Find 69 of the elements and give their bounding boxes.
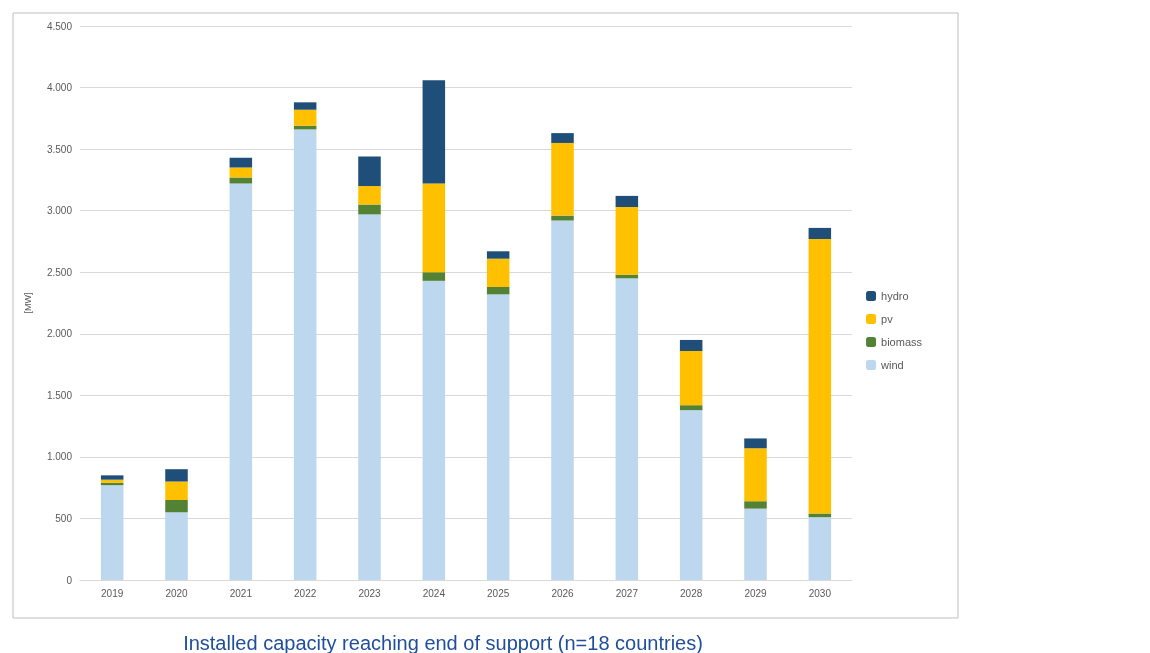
bar: [808, 238, 832, 514]
x-tick-label: 2030: [808, 587, 832, 599]
y-tick-label: 3.000: [46, 205, 73, 217]
x-tick-label: 2023: [358, 587, 382, 599]
y-tick-label: 4.500: [46, 20, 73, 32]
bar: [165, 481, 188, 500]
y-tick-label: 500: [55, 512, 73, 524]
bar: [165, 499, 188, 513]
bar: [615, 278, 639, 580]
x-tick-label: 2024: [422, 587, 446, 599]
x-tick-label: 2019: [101, 587, 124, 599]
bar: [100, 475, 124, 480]
bar: [486, 294, 510, 580]
x-tick-label: 2021: [229, 587, 253, 599]
bar: [165, 469, 188, 482]
bar: [358, 204, 381, 215]
bar: [615, 206, 639, 275]
x-tick-label: 2022: [294, 587, 317, 599]
bar: [551, 220, 574, 580]
bar: [358, 214, 381, 580]
bar: [744, 508, 767, 580]
bar: [229, 157, 253, 168]
bar: [679, 351, 703, 406]
x-tick-label: 2027: [615, 587, 639, 599]
bar: [679, 405, 703, 411]
x-tick-label: 2025: [487, 587, 510, 599]
bar: [615, 195, 639, 207]
bar: [551, 142, 574, 216]
bar: [229, 177, 253, 184]
y-axis-title: [MW]: [22, 292, 33, 314]
legend-label: hydro: [881, 290, 909, 302]
legend-label: pv: [881, 313, 894, 325]
bar: [100, 485, 124, 580]
bar: [358, 156, 381, 187]
y-tick-label: 1.000: [46, 451, 73, 463]
bar: [744, 438, 767, 449]
x-tick-label: 2029: [744, 587, 768, 599]
bar: [422, 272, 446, 281]
bar: [486, 258, 510, 287]
bar: [293, 109, 317, 126]
bar: [422, 80, 446, 184]
y-tick-label: 1.500: [46, 389, 73, 401]
bar: [551, 133, 574, 143]
bar: [165, 512, 188, 580]
x-tick-label: 2026: [551, 587, 575, 599]
y-tick-label: 2.000: [46, 328, 73, 340]
y-tick-label: 2.500: [46, 266, 73, 278]
bar: [293, 102, 317, 110]
bar: [551, 215, 574, 221]
bar: [358, 186, 381, 205]
bar: [229, 183, 253, 580]
bar: [679, 410, 703, 580]
legend-label: biomass: [881, 336, 923, 348]
y-tick-label: 4.000: [46, 82, 73, 94]
bar: [744, 448, 767, 502]
bar: [422, 183, 446, 273]
bar: [422, 280, 446, 580]
y-tick-label: 3.500: [46, 143, 73, 155]
bar: [808, 227, 832, 239]
bar: [679, 339, 703, 352]
bar: [744, 501, 767, 509]
y-tick-label: 0: [66, 574, 73, 586]
x-tick-label: 2028: [680, 587, 703, 599]
bar: [808, 517, 832, 580]
x-tick-label: 2020: [165, 587, 189, 599]
bar: [486, 251, 510, 259]
bar: [293, 129, 317, 580]
bar: [486, 287, 510, 295]
legend-label: wind: [880, 359, 904, 371]
